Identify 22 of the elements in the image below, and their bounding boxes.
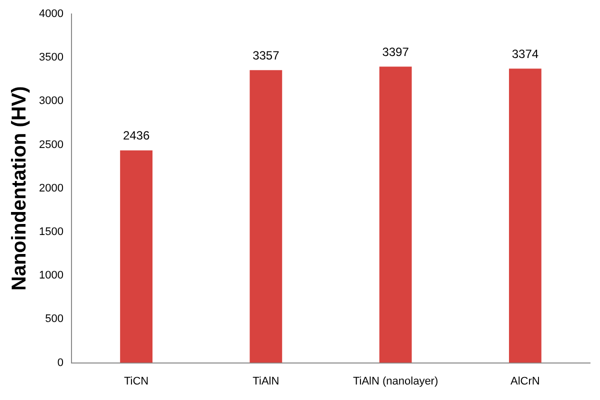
y-axis-title: Nanoindentation (HV)	[8, 86, 31, 291]
y-tick-label: 1000	[38, 270, 64, 282]
data-label: 3374	[512, 46, 539, 61]
y-tick-label: 2000	[38, 182, 64, 194]
y-tick-label: 3500	[38, 52, 64, 64]
bar	[508, 68, 542, 363]
bar	[379, 66, 412, 363]
bar	[250, 70, 282, 363]
data-label: 3357	[252, 48, 280, 62]
data-label: 2436	[122, 128, 150, 143]
y-tick-label: 0	[57, 356, 64, 369]
x-tick-label: AlCrN	[510, 375, 540, 388]
y-tick-label: 500	[45, 313, 64, 326]
y-tick-label: 1500	[38, 226, 64, 238]
bar	[120, 150, 152, 363]
y-tick-label: 4000	[38, 8, 64, 20]
x-tick-label: TiCN	[124, 375, 149, 388]
y-tick-label: 3000	[38, 95, 64, 108]
x-tick-label: TiAlN (nanolayer)	[352, 375, 438, 388]
y-tick-label: 2500	[38, 138, 64, 151]
x-tick-label: TiAlN	[252, 375, 280, 388]
data-label: 3397	[382, 44, 410, 59]
